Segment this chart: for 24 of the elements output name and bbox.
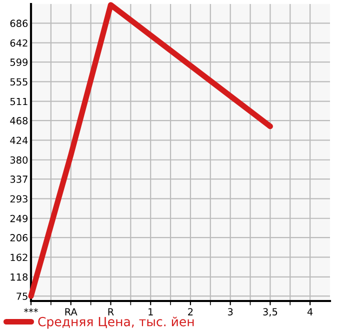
y-tick-label: 206 bbox=[10, 234, 28, 242]
x-tick-label: 2 bbox=[188, 308, 193, 316]
x-tick-label: 3,5 bbox=[263, 308, 278, 316]
y-tick-label: 511 bbox=[10, 98, 28, 106]
y-tick-label: 162 bbox=[10, 254, 28, 262]
legend-label: Средняя Цена, тыс. йен bbox=[38, 316, 194, 329]
x-tick-label: R bbox=[108, 308, 114, 316]
x-tick-label: *** bbox=[24, 308, 38, 313]
y-tick-label: 337 bbox=[10, 176, 28, 183]
y-tick-label: 293 bbox=[10, 195, 28, 203]
x-tick-label: 1 bbox=[148, 308, 153, 316]
x-tick-label: 4 bbox=[307, 308, 313, 316]
y-tick-label: 686 bbox=[10, 20, 28, 28]
y-tick-label: 249 bbox=[10, 214, 28, 222]
x-tick-label: RA bbox=[65, 308, 78, 316]
y-tick-label: 75 bbox=[16, 292, 28, 300]
x-tick-label: 3 bbox=[228, 308, 233, 316]
y-tick-label: 424 bbox=[10, 136, 28, 144]
y-tick-label: 118 bbox=[10, 273, 28, 281]
y-tick-label: 380 bbox=[10, 156, 28, 164]
y-tick-label: 599 bbox=[10, 58, 28, 66]
y-tick-label: 555 bbox=[10, 78, 28, 86]
y-tick-label: 468 bbox=[10, 117, 28, 124]
y-tick-label: 642 bbox=[10, 39, 28, 47]
